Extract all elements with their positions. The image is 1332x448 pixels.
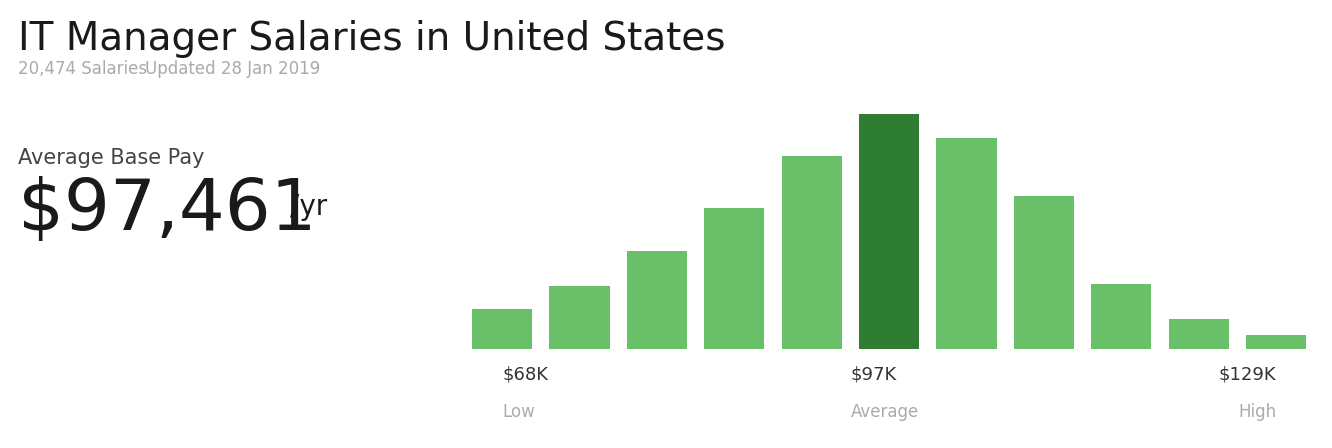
Text: Updated 28 Jan 2019: Updated 28 Jan 2019 [145,60,320,78]
Bar [1091,284,1151,349]
Text: Average Base Pay: Average Base Pay [19,148,205,168]
Bar [549,286,610,349]
Text: 20,474 Salaries: 20,474 Salaries [19,60,147,78]
Bar [782,156,842,349]
Text: High: High [1237,403,1276,421]
Text: $129K: $129K [1219,365,1276,383]
Bar [705,208,765,349]
Text: IT Manager Salaries in United States: IT Manager Salaries in United States [19,20,726,58]
Bar [1168,319,1229,349]
Bar [472,310,533,349]
Bar [1014,196,1074,349]
Bar [1245,335,1307,349]
Bar [627,250,687,349]
Text: Average: Average [850,403,919,421]
Text: Low: Low [502,403,535,421]
Bar [859,114,919,349]
Text: $68K: $68K [502,365,547,383]
Bar [936,138,996,349]
Text: $97K: $97K [850,365,896,383]
Text: $97,461: $97,461 [19,176,317,245]
Text: /yr: /yr [290,193,328,221]
